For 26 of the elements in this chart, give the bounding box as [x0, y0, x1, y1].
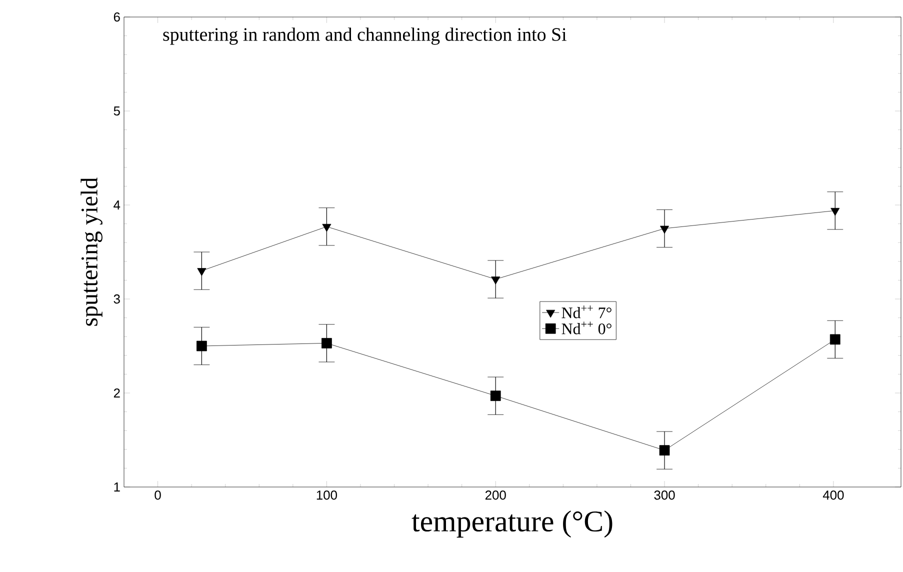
point [659, 445, 670, 456]
point [322, 224, 332, 232]
y-tick-label: 6 [114, 12, 120, 22]
x-tick-label: 200 [485, 490, 506, 500]
y-tick-label: 5 [114, 106, 120, 116]
point [491, 276, 500, 284]
x-tick-label: 400 [822, 490, 844, 500]
y-tick-label: 1 [114, 482, 120, 492]
point [660, 226, 670, 234]
point [490, 390, 501, 401]
point [830, 334, 840, 345]
point [322, 338, 332, 348]
y-tick-label: 3 [114, 294, 120, 304]
y-axis-title: sputtering yield [80, 178, 102, 326]
point [197, 268, 206, 276]
x-tick-label: 0 [154, 490, 161, 500]
legend-label: Nd$^{++}$ 7° [562, 306, 612, 318]
text: sputtering in random and channeling direction into Si [163, 28, 566, 45]
x-axis-title: temperature (°C) [412, 510, 612, 538]
x-tick-label: 300 [654, 490, 675, 500]
point [830, 208, 840, 216]
y-tick-label: 2 [114, 388, 120, 398]
x-tick-label: 100 [316, 490, 337, 500]
point [196, 340, 207, 352]
legend-label: Nd$^{++}$ 0° [562, 322, 612, 334]
y-tick-label: 4 [114, 200, 120, 210]
